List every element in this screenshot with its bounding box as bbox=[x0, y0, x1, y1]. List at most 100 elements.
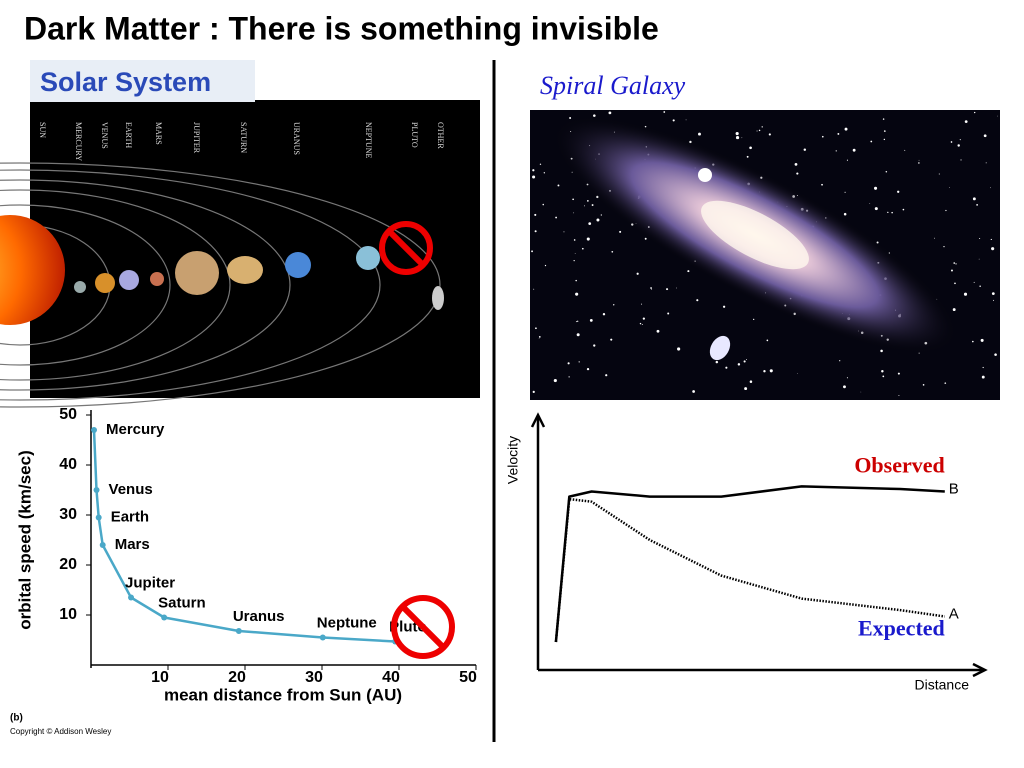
star bbox=[882, 375, 885, 378]
star bbox=[677, 347, 681, 351]
star bbox=[555, 216, 558, 219]
star bbox=[950, 141, 953, 143]
star bbox=[735, 135, 740, 140]
star bbox=[955, 263, 957, 265]
star bbox=[897, 190, 900, 193]
star bbox=[991, 247, 995, 251]
star bbox=[715, 360, 719, 364]
star bbox=[534, 230, 537, 233]
star bbox=[575, 279, 577, 282]
star bbox=[538, 338, 540, 339]
star bbox=[943, 246, 945, 248]
star bbox=[557, 184, 560, 187]
star bbox=[953, 262, 956, 264]
star bbox=[794, 162, 798, 166]
prohibition-sign bbox=[391, 595, 455, 659]
star bbox=[586, 237, 590, 241]
data-point bbox=[161, 614, 168, 621]
data-point bbox=[235, 628, 242, 634]
star bbox=[596, 218, 600, 222]
star bbox=[581, 247, 584, 250]
star bbox=[922, 383, 925, 386]
star bbox=[869, 203, 871, 204]
solar-system-image bbox=[0, 60, 480, 408]
star bbox=[952, 308, 956, 312]
star bbox=[544, 264, 547, 267]
star bbox=[737, 363, 741, 366]
star bbox=[978, 258, 980, 260]
star bbox=[533, 288, 535, 290]
point-label: Mars bbox=[115, 536, 150, 553]
star bbox=[639, 322, 642, 325]
star bbox=[951, 269, 953, 272]
end-label: A bbox=[949, 605, 959, 622]
star bbox=[651, 288, 653, 290]
star bbox=[803, 148, 807, 151]
star bbox=[587, 199, 589, 202]
star bbox=[990, 238, 992, 241]
star bbox=[835, 150, 837, 152]
star bbox=[574, 253, 576, 254]
star bbox=[575, 321, 577, 323]
charts: orbital speed (km/sec) mean distance from… bbox=[15, 406, 988, 704]
star bbox=[898, 395, 900, 396]
point-label: Saturn bbox=[158, 594, 206, 611]
star bbox=[918, 159, 920, 161]
star bbox=[982, 366, 984, 369]
star bbox=[959, 139, 961, 141]
star bbox=[980, 338, 984, 342]
star bbox=[578, 361, 580, 363]
star bbox=[743, 360, 746, 363]
star bbox=[821, 183, 823, 186]
star bbox=[741, 137, 743, 139]
star bbox=[636, 272, 639, 275]
x-tick-label: 40 bbox=[382, 669, 400, 686]
star bbox=[973, 281, 975, 283]
y-tick-label: 10 bbox=[59, 606, 77, 623]
data-point bbox=[91, 427, 98, 433]
star bbox=[575, 292, 579, 296]
data-point bbox=[128, 594, 135, 601]
star bbox=[960, 159, 962, 161]
star bbox=[981, 375, 985, 379]
star bbox=[883, 138, 886, 141]
star bbox=[843, 385, 846, 389]
star bbox=[538, 335, 541, 338]
legend-label: Expected bbox=[858, 615, 945, 640]
star bbox=[692, 390, 695, 393]
planet-label: PLUTO bbox=[410, 122, 419, 148]
star bbox=[944, 382, 947, 384]
solar-system-heading: Solar System bbox=[40, 67, 211, 97]
star bbox=[685, 119, 687, 121]
star bbox=[870, 140, 873, 143]
slide-title: Dark Matter : There is something invisib… bbox=[24, 10, 659, 46]
planet-label: NEPTUNE bbox=[364, 122, 373, 159]
star bbox=[761, 126, 763, 128]
planet-label: MERCURY bbox=[74, 122, 83, 161]
star bbox=[945, 209, 947, 212]
y-tick-label: 40 bbox=[59, 456, 77, 473]
star bbox=[918, 162, 920, 164]
star bbox=[972, 197, 976, 201]
planet-labels: SUN MERCURY VENUS EARTH MARS JUPITER SATURN URA… bbox=[38, 122, 445, 161]
star bbox=[891, 211, 893, 214]
star bbox=[963, 292, 968, 296]
point-label: Earth bbox=[111, 508, 149, 525]
star bbox=[593, 344, 596, 347]
star bbox=[882, 118, 885, 120]
star bbox=[839, 360, 841, 362]
y-axis-label: Velocity bbox=[505, 436, 521, 484]
star bbox=[600, 214, 602, 216]
star bbox=[904, 149, 906, 151]
star bbox=[991, 292, 995, 296]
star bbox=[641, 303, 643, 305]
star bbox=[852, 148, 856, 152]
star bbox=[576, 333, 580, 337]
star bbox=[979, 237, 981, 240]
data-point bbox=[95, 514, 102, 521]
star bbox=[756, 130, 758, 132]
star bbox=[577, 320, 579, 322]
star bbox=[531, 250, 533, 253]
star bbox=[768, 133, 771, 136]
